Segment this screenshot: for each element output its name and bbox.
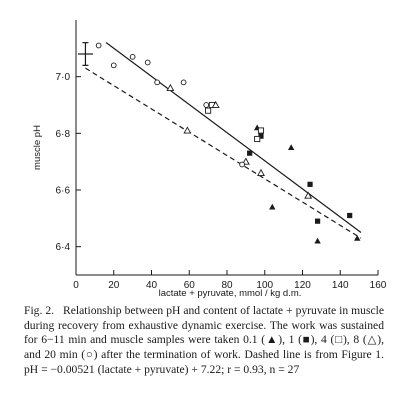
- x-tick-label: 160: [370, 280, 387, 291]
- data-point-filled-square: [258, 133, 264, 139]
- x-tick-label: 120: [294, 280, 311, 291]
- y-axis-label: muscle pH: [32, 125, 43, 170]
- data-point-open-circle: [239, 161, 245, 168]
- y-tick-label: 6·8: [56, 129, 71, 140]
- y-tick-label: 7·0: [56, 72, 71, 83]
- data-point-filled-square: [307, 181, 313, 187]
- x-tick-label: 40: [146, 280, 158, 291]
- x-axis-label: lactate + pyruvate, mmol / kg d.m.: [159, 288, 302, 299]
- figure-caption: Fig. 2. Relationship between pH and cont…: [24, 304, 384, 378]
- data-point-open-triangle: [304, 191, 313, 199]
- data-point-filled-square: [347, 212, 353, 219]
- data-point-open-triangle: [257, 168, 265, 177]
- caption-label: Fig. 2.: [24, 304, 55, 317]
- y-tick-label: 6·4: [56, 242, 71, 253]
- scatter-chart: 0 20 40 60 80 100 120 140 160 6·4 6·6 6·8 7·0 lactate…: [32, 20, 387, 299]
- x-tick-label: 0: [73, 280, 79, 291]
- data-point-open-triangle: [183, 126, 192, 134]
- data-point-open-circle: [144, 59, 151, 66]
- data-point-filled-square: [315, 218, 321, 224]
- data-point-filled-triangle: [287, 144, 295, 151]
- data-point-open-triangle: [166, 83, 175, 92]
- x-tick-label: 140: [332, 280, 349, 291]
- data-point-open-circle: [180, 79, 187, 86]
- data-point-filled-triangle: [314, 237, 321, 244]
- x-tick-label: 60: [184, 280, 196, 291]
- data-point-open-square: [257, 127, 265, 134]
- data-point-open-triangle: [211, 100, 220, 109]
- y-tick-label: 6·6: [56, 186, 71, 197]
- x-tick-label: 80: [221, 280, 233, 291]
- dashed-regression-line: [85, 67, 362, 239]
- data-point-filled-triangle: [269, 203, 276, 210]
- x-tick-label: 20: [108, 280, 120, 291]
- data-point-filled-square: [247, 150, 253, 156]
- data-point-open-circle: [110, 62, 117, 69]
- data-point-filled-triangle: [354, 234, 361, 241]
- data-point-open-circle: [154, 79, 161, 86]
- caption-text: Relationship between pH and content of l…: [24, 304, 384, 376]
- data-point-open-circle: [203, 102, 210, 108]
- data-point-open-circle: [129, 53, 136, 60]
- data-point-open-circle: [95, 42, 102, 49]
- data-point-open-square: [205, 107, 212, 114]
- solid-regression-line: [105, 42, 362, 233]
- data-point-open-square: [254, 135, 261, 143]
- x-tick-label: 100: [256, 280, 273, 291]
